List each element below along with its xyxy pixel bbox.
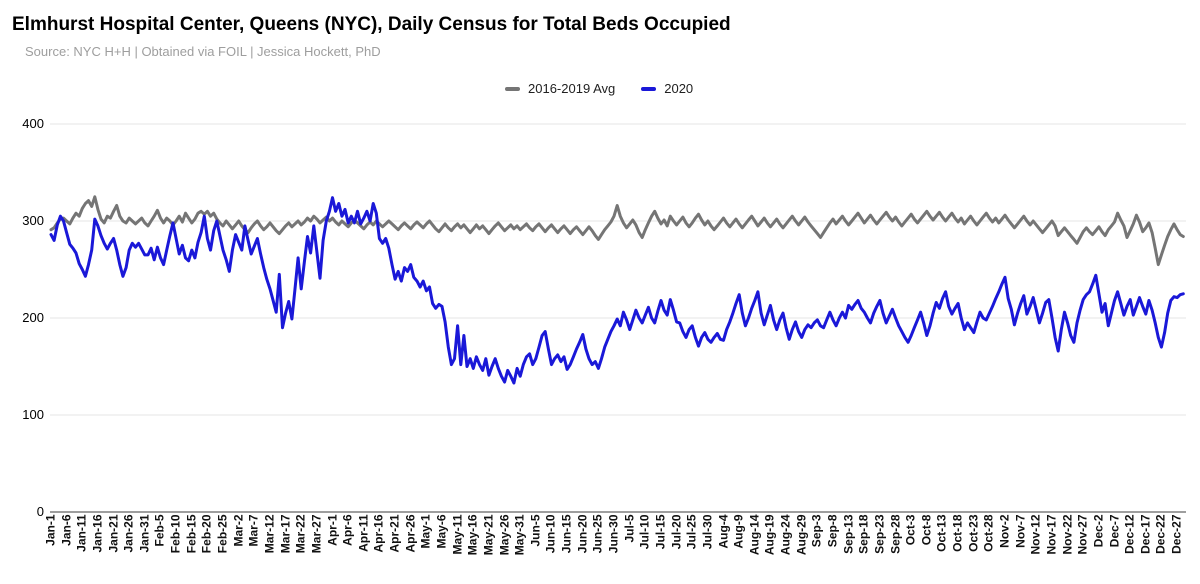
x-tick-label: Mar-7: [246, 514, 261, 547]
x-tick-label: Dec-2: [1091, 514, 1106, 548]
x-tick-label: Aug-24: [778, 514, 793, 556]
x-tick-label: Oct-23: [966, 514, 981, 552]
x-tick-label: Jan-21: [106, 514, 121, 553]
x-tick-label: Oct-3: [903, 514, 918, 546]
x-tick-label: Nov-2: [997, 514, 1012, 548]
chart-source: Source: NYC H+H | Obtained via FOIL | Je…: [25, 44, 381, 59]
x-tick-label: Jul-15: [653, 514, 668, 550]
legend: 2016-2019 Avg 2020: [505, 81, 693, 96]
x-tick-label: Apr-26: [403, 514, 418, 553]
x-tick-label: Jul-30: [700, 514, 715, 550]
legend-label-avg: 2016-2019 Avg: [528, 81, 616, 96]
x-tick-label: Sep-28: [888, 514, 903, 554]
x-tick-label: Dec-17: [1138, 514, 1153, 554]
x-tick-label: Jun-15: [559, 514, 574, 554]
x-tick-label: Nov-22: [1060, 514, 1075, 555]
x-tick-label: Jan-1: [43, 514, 58, 546]
x-tick-label: Aug-29: [794, 514, 809, 556]
y-tick-label: 200: [22, 310, 44, 325]
x-tick-label: Sep-13: [841, 514, 856, 554]
x-tick-label: May-11: [450, 514, 465, 555]
x-tick-label: May-6: [434, 514, 449, 549]
x-tick-label: Jun-10: [543, 514, 558, 554]
x-tick-label: Aug-14: [747, 514, 762, 556]
x-tick-label: Mar-17: [278, 514, 293, 554]
legend-item-2016-2019-avg[interactable]: 2016-2019 Avg: [505, 81, 615, 96]
legend-swatch-avg-icon: [505, 86, 520, 91]
x-tick-label: Apr-11: [356, 514, 371, 552]
x-tick-label: Feb-20: [199, 514, 214, 554]
x-tick-label: Jul-25: [684, 514, 699, 550]
series-line-2020: [49, 196, 1185, 385]
x-tick-label: May-26: [497, 514, 512, 556]
chart-title: Elmhurst Hospital Center, Queens (NYC), …: [12, 14, 731, 35]
x-tick-label: Oct-28: [981, 514, 996, 552]
y-tick-label: 400: [22, 116, 44, 131]
x-tick-label: Jun-30: [606, 514, 621, 554]
x-tick-label: Sep-3: [809, 514, 824, 548]
y-tick-label: 0: [36, 504, 44, 519]
y-tick-label: 300: [22, 213, 44, 228]
x-tick-label: Sep-23: [872, 514, 887, 554]
x-tick-label: Dec-27: [1169, 514, 1184, 554]
x-tick-label: Jan-26: [121, 514, 136, 553]
x-tick-label: Mar-22: [293, 514, 308, 554]
x-tick-label: Jan-16: [90, 514, 105, 553]
x-tick-label: May-16: [465, 514, 480, 556]
y-tick-label: 100: [22, 407, 44, 422]
x-tick-label: Jan-11: [74, 514, 89, 552]
x-tick-label: Jan-6: [59, 514, 74, 546]
x-tick-label: Jun-5: [528, 514, 543, 547]
x-tick-label: Jul-10: [637, 514, 652, 550]
x-tick-label: Feb-15: [184, 514, 199, 554]
legend-label-2020: 2020: [664, 81, 694, 96]
x-tick-label: Dec-7: [1107, 514, 1122, 548]
x-tick-label: Apr-6: [340, 514, 355, 546]
x-tick-label: Dec-22: [1153, 514, 1168, 554]
x-tick-label: Sep-18: [856, 514, 871, 554]
x-tick-label: Oct-8: [919, 514, 934, 546]
x-tick-label: Feb-25: [215, 514, 230, 554]
x-tick-label: Mar-2: [231, 514, 246, 547]
x-tick-label: Jul-20: [669, 514, 684, 550]
x-tick-label: Oct-18: [950, 514, 965, 552]
x-tick-label: Nov-27: [1075, 514, 1090, 555]
series-line-avg: [49, 195, 1185, 267]
x-tick-label: May-21: [481, 514, 496, 556]
x-tick-label: May-31: [512, 514, 527, 556]
x-tick-label: Mar-27: [309, 514, 324, 554]
x-tick-label: Feb-10: [168, 514, 183, 554]
x-tick-label: Feb-5: [152, 514, 167, 547]
x-tick-label: Nov-17: [1044, 514, 1059, 555]
x-tick-label: Sep-8: [825, 514, 840, 548]
x-tick-label: Jul-5: [622, 514, 637, 543]
legend-item-2020[interactable]: 2020: [641, 81, 693, 96]
x-tick-label: Jun-20: [575, 514, 590, 554]
x-tick-label: May-1: [418, 514, 433, 549]
x-tick-label: Aug-4: [716, 514, 731, 549]
x-tick-label: Mar-12: [262, 514, 277, 554]
x-tick-label: Aug-19: [762, 514, 777, 556]
x-tick-label: Apr-1: [325, 514, 340, 546]
x-tick-label: Nov-12: [1028, 514, 1043, 555]
x-tick-label: Dec-12: [1122, 514, 1137, 554]
x-tick-label: Jun-25: [590, 514, 605, 554]
x-tick-label: Aug-9: [731, 514, 746, 549]
legend-swatch-2020-icon: [641, 86, 657, 91]
x-tick-label: Apr-16: [371, 514, 386, 553]
x-tick-label: Nov-7: [1013, 514, 1028, 548]
x-tick-label: Jan-31: [137, 514, 152, 553]
x-tick-label: Oct-13: [934, 514, 949, 552]
x-tick-label: Apr-21: [387, 514, 402, 553]
